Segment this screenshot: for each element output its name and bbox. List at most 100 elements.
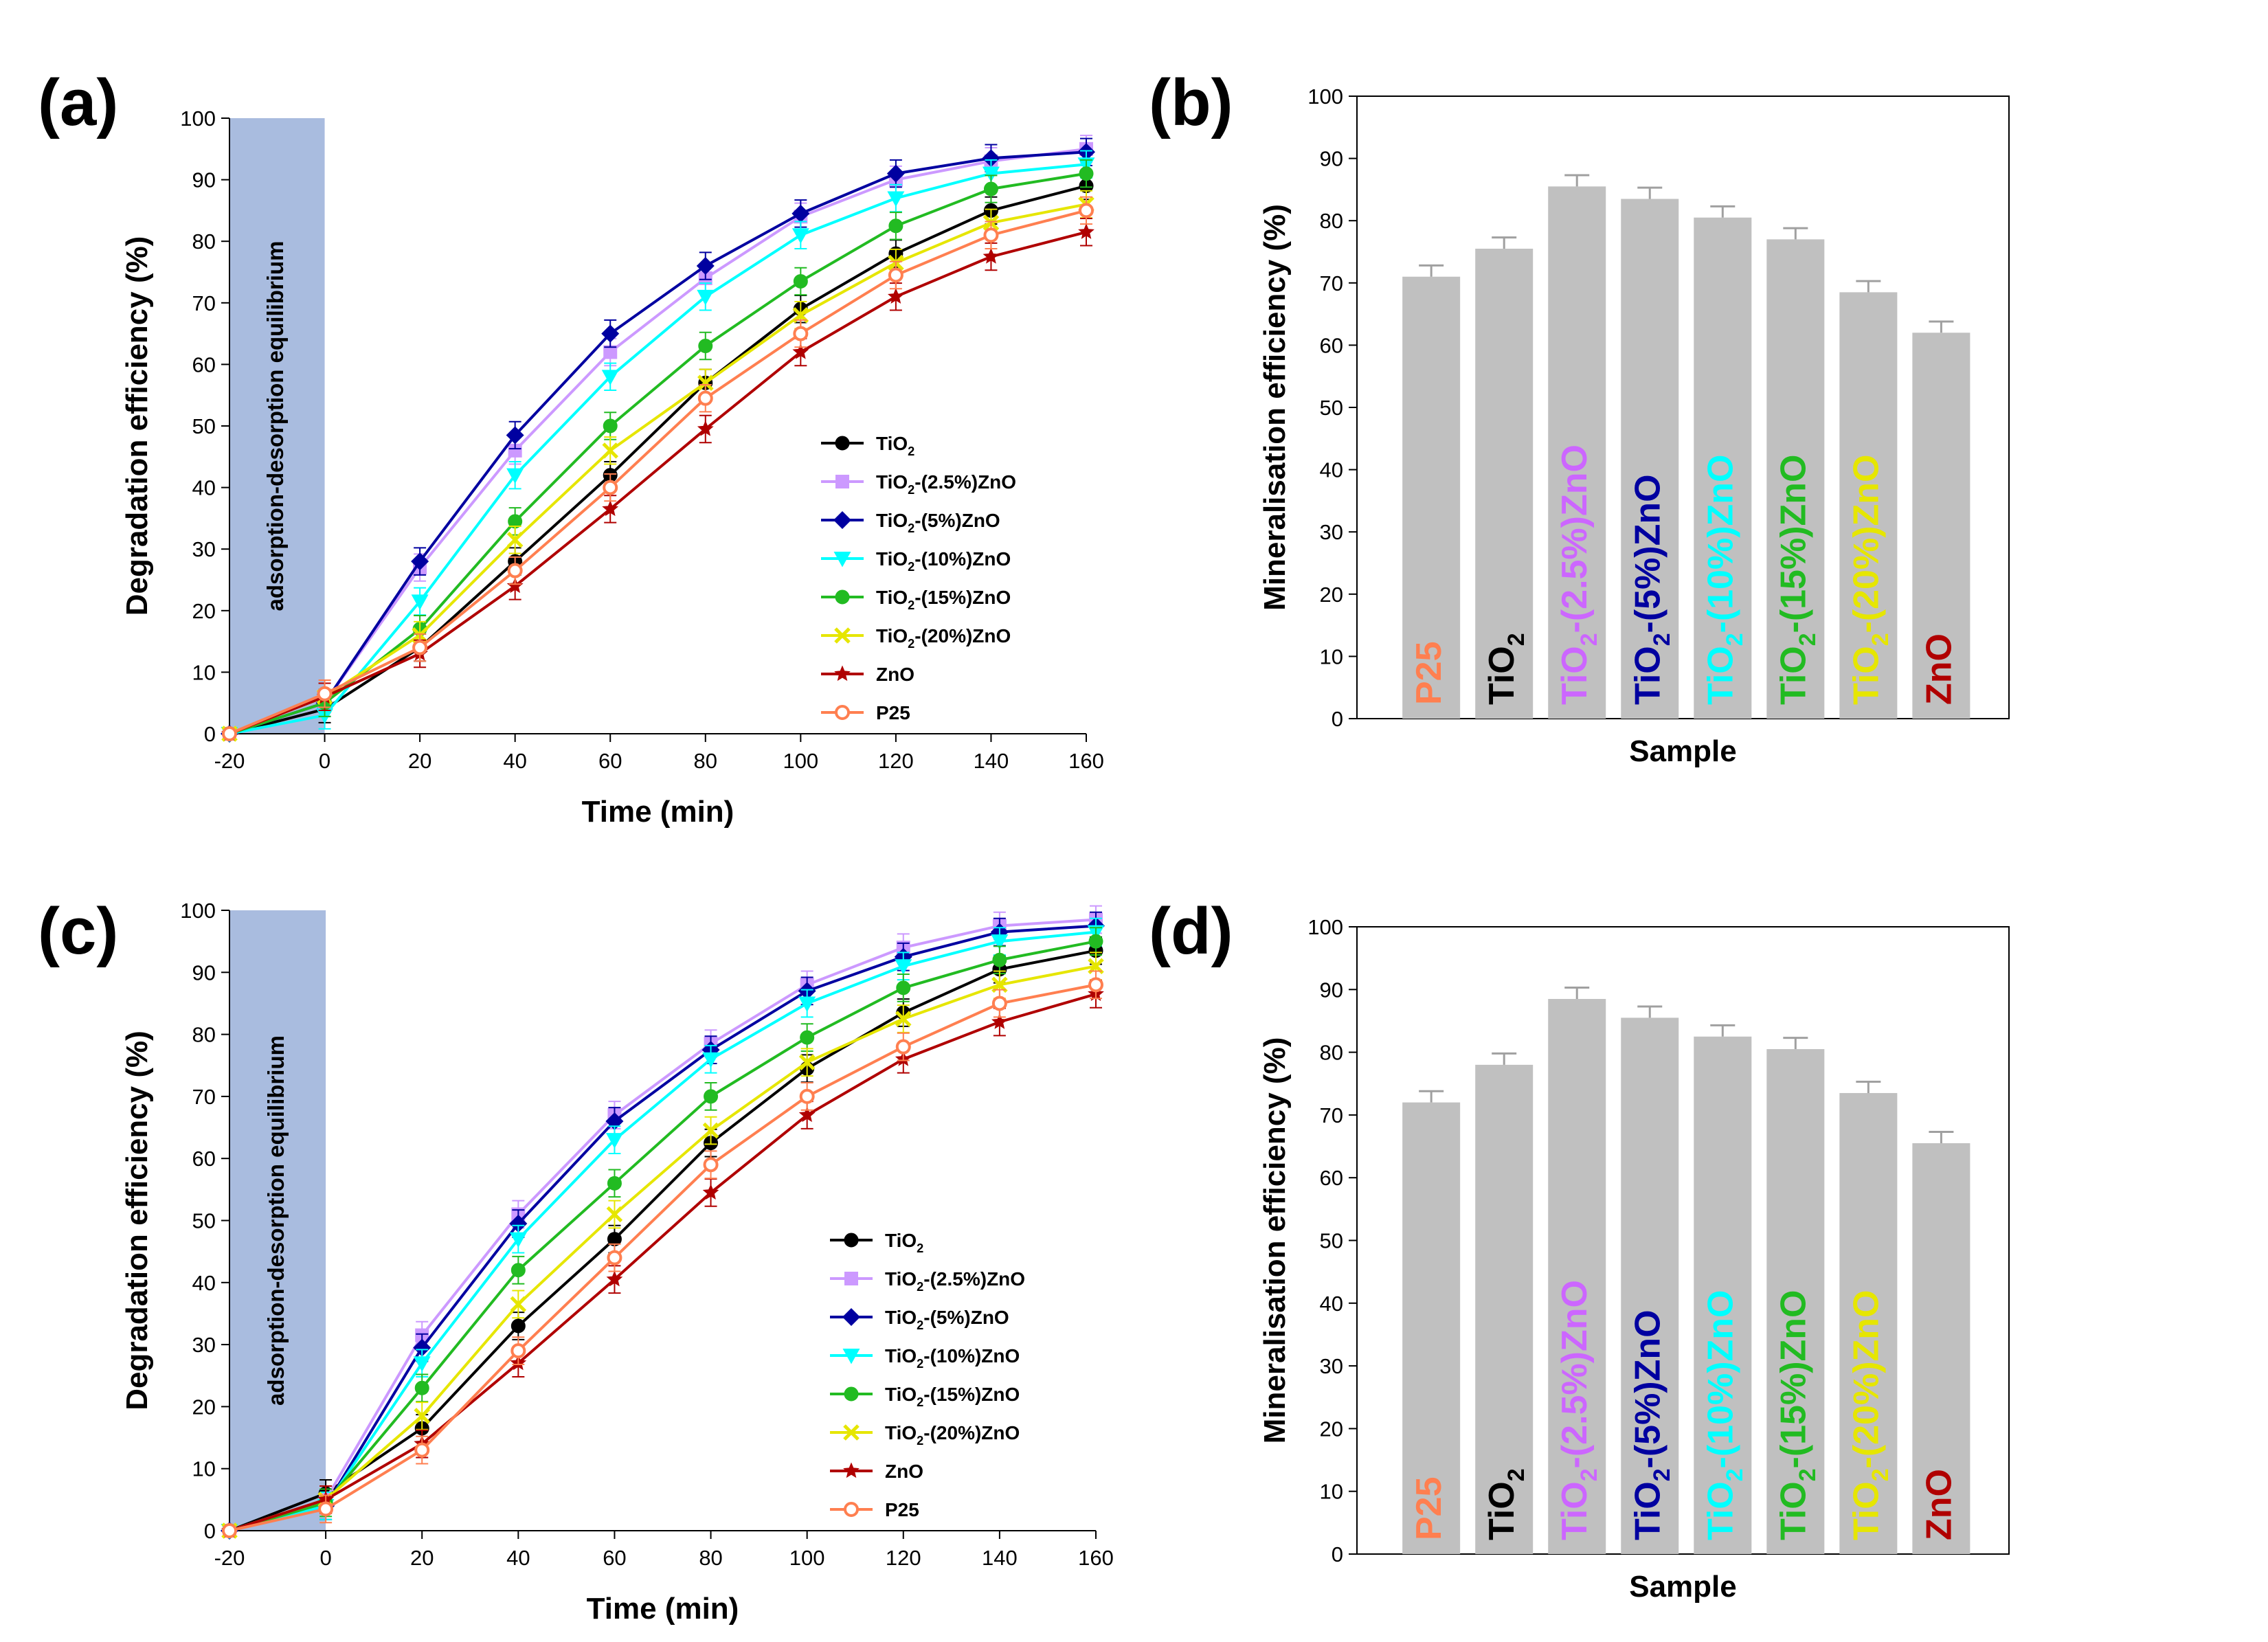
y-tick-label: 60 xyxy=(1320,333,1343,357)
data-point xyxy=(991,996,1007,1011)
bar-group: TiO2-(10%)ZnO xyxy=(1694,205,1752,719)
legend-label-rest: -(20%)ZnO xyxy=(923,1422,1020,1443)
y-tick-label: 50 xyxy=(1320,1229,1343,1253)
bar-label: TiO2-(20%)ZnO xyxy=(1846,1290,1894,1540)
data-point xyxy=(697,289,715,306)
bar xyxy=(1912,1143,1971,1554)
data-point xyxy=(603,418,618,434)
x-tick-label: 80 xyxy=(699,1546,722,1570)
legend-label: TiO2-(15%)ZnO xyxy=(876,587,1011,612)
series-line xyxy=(229,965,1097,1532)
legend-label-main: TiO xyxy=(876,433,908,454)
bar-group: ZnO xyxy=(1912,320,1971,719)
legend-label-main: TiO xyxy=(885,1307,917,1328)
series-line xyxy=(229,150,1087,735)
error-bar xyxy=(1856,280,1881,293)
series-P25 xyxy=(222,196,1094,741)
data-point xyxy=(413,1338,431,1357)
y-tick-label: 40 xyxy=(192,476,216,500)
bar-label: TiO2-(10%)ZnO xyxy=(1700,454,1748,705)
data-point xyxy=(793,326,809,341)
legend-label-main: TiO xyxy=(876,587,908,608)
data-point xyxy=(800,1030,815,1045)
y-axis-title: Degradation efficiency (%) xyxy=(120,236,154,616)
legend-label-main: ZnO xyxy=(885,1461,923,1482)
legend-label-sub: 2 xyxy=(917,1241,923,1255)
legend-label-sub: 2 xyxy=(908,483,914,497)
bar xyxy=(1839,292,1898,719)
bar xyxy=(1548,998,1606,1554)
chart-panel-a: adsorption-desorption equilibrium0102030… xyxy=(38,66,1104,829)
y-tick-label: 10 xyxy=(192,1457,216,1481)
y-tick-label: 40 xyxy=(192,1271,216,1295)
y-tick-label: 50 xyxy=(192,1209,216,1233)
bar-label-rest: -(20%)ZnO xyxy=(1846,1290,1886,1468)
data-point xyxy=(414,1442,430,1458)
legend-marker xyxy=(834,627,851,644)
bar-label-rest: -(5%)ZnO xyxy=(1628,1309,1668,1468)
bar-label-main: TiO xyxy=(1700,1481,1740,1540)
y-tick-label: 100 xyxy=(180,899,216,923)
legend-marker xyxy=(843,1424,860,1441)
series-P25 xyxy=(222,970,1103,1538)
x-tick-label: -20 xyxy=(214,1546,245,1570)
error-bar xyxy=(1929,1131,1954,1143)
data-point xyxy=(603,480,618,495)
legend-marker xyxy=(835,705,850,720)
data-point xyxy=(606,1206,623,1223)
series-line xyxy=(229,209,1087,735)
y-tick-label: 70 xyxy=(192,291,216,315)
data-point xyxy=(991,934,1009,950)
data-point xyxy=(414,1408,430,1424)
bar-label-main: TiO xyxy=(1482,1481,1522,1540)
bar-label-main: TiO xyxy=(1628,1481,1668,1540)
bar-label-main: TiO xyxy=(1846,646,1886,705)
legend-label-rest: -(15%)ZnO xyxy=(923,1384,1020,1405)
legend-label-rest: -(2.5%)ZnO xyxy=(923,1268,1025,1290)
bar-label-main: TiO xyxy=(1555,646,1595,705)
bar-label-rest: -(2.5%)ZnO xyxy=(1555,445,1595,633)
bar xyxy=(1402,276,1461,719)
data-point xyxy=(1088,977,1103,993)
bar-label: ZnO xyxy=(1919,1469,1959,1540)
bar-label-sub: 2 xyxy=(1649,1468,1675,1481)
data-point xyxy=(697,390,713,406)
y-tick-label: 40 xyxy=(1320,458,1343,482)
series-line xyxy=(229,230,1087,735)
data-point xyxy=(982,149,1000,168)
bar-label-main: P25 xyxy=(1409,1476,1449,1540)
x-tick-label: 140 xyxy=(982,1546,1018,1570)
legend-label-main: TiO xyxy=(885,1422,917,1443)
y-tick-label: 10 xyxy=(1320,1480,1343,1504)
data-point xyxy=(888,288,904,304)
series-TiO2-5 xyxy=(221,911,1105,1540)
series-line xyxy=(229,983,1097,1532)
legend: TiO2TiO2-(2.5%)ZnOTiO2-(5%)ZnOTiO2-(10%)… xyxy=(830,1230,1025,1520)
data-point xyxy=(222,1523,237,1538)
legend-label-rest: -(5%)ZnO xyxy=(914,510,1000,531)
data-point xyxy=(1078,223,1094,239)
data-point xyxy=(697,374,714,392)
legend-marker xyxy=(833,511,851,529)
legend-label-main: TiO xyxy=(885,1230,917,1251)
error-bar xyxy=(1783,227,1808,240)
data-point xyxy=(506,426,524,445)
data-point xyxy=(413,1356,431,1372)
y-tick-label: 90 xyxy=(192,960,216,985)
data-point xyxy=(983,248,1000,264)
bar-label: TiO2-(20%)ZnO xyxy=(1846,454,1894,705)
legend-label-main: P25 xyxy=(876,702,910,723)
bar xyxy=(1548,186,1606,719)
legend-label: P25 xyxy=(876,702,910,723)
y-tick-label: 60 xyxy=(192,1147,216,1171)
bar-label-main: ZnO xyxy=(1919,633,1959,705)
legend-label-main: TiO xyxy=(876,471,908,493)
x-tick-label: 80 xyxy=(694,749,717,773)
bar-label: TiO2-(5%)ZnO xyxy=(1628,1309,1675,1540)
data-point xyxy=(510,1343,526,1359)
shaded-region xyxy=(229,910,326,1531)
x-tick-label: 60 xyxy=(603,1546,626,1570)
data-point xyxy=(703,1157,719,1173)
bar-label-sub: 2 xyxy=(1503,1468,1529,1481)
data-point xyxy=(506,468,524,484)
